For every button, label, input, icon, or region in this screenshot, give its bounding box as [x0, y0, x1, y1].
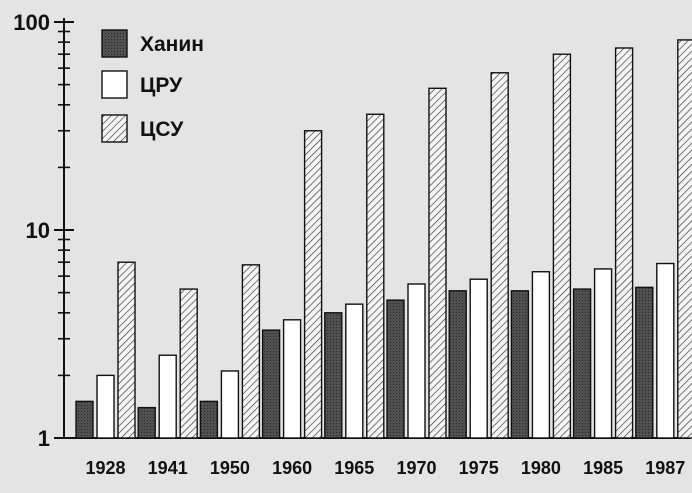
x-tick-label: 1950	[210, 458, 250, 478]
y-tick-label: 10	[26, 218, 50, 243]
bar-dark-1960	[261, 329, 281, 439]
bar-white-1987	[656, 262, 675, 439]
x-tick-label: 1970	[396, 458, 436, 478]
x-tick-label: 1980	[521, 458, 561, 478]
bar-dark-1965	[324, 312, 343, 439]
bar-white-1950	[220, 370, 240, 439]
bar-hatched-1985	[614, 47, 634, 439]
x-tick-label: 1975	[459, 458, 499, 478]
bar-white-1965	[345, 303, 364, 439]
legend: Ханин ЦРУ ЦСУ	[101, 29, 204, 143]
x-tick-label: 1960	[272, 458, 312, 478]
bar-hatched-1987	[677, 39, 692, 439]
bars-layer	[75, 39, 692, 439]
bar-dark-1970	[386, 299, 405, 439]
legend-swatch-white	[101, 70, 128, 99]
bar-white-1941	[158, 354, 177, 439]
bar-dark-1928	[75, 400, 94, 439]
bar-dark-1941	[137, 406, 156, 439]
x-tick-label: 1941	[148, 458, 188, 478]
y-tick-label: 100	[13, 10, 50, 35]
bar-hatched-1975	[490, 72, 509, 439]
bar-dark-1950	[199, 400, 219, 439]
bar-dark-1987	[635, 286, 654, 439]
bar-white-1970	[407, 283, 426, 439]
bar-dark-1985	[572, 288, 592, 439]
legend-swatch-dark	[101, 29, 128, 58]
x-tick-label: 1965	[334, 458, 374, 478]
bar-hatched-1960	[303, 130, 323, 439]
legend-label: ЦРУ	[140, 74, 183, 97]
x-tick-label: 1987	[645, 458, 685, 478]
bar-white-1980	[531, 271, 551, 439]
bar-hatched-1965	[366, 113, 385, 439]
x-tick-labels: 1928 1941 1950 1960 1965 1970 1975 1980 1985 1987	[85, 458, 685, 478]
legend-swatch-hatched	[101, 114, 128, 143]
bar-hatched-1928	[117, 261, 136, 439]
bar-dark-1975	[448, 290, 467, 439]
bar-hatched-1941	[179, 288, 198, 439]
bar-hatched-1950	[241, 264, 261, 439]
bar-white-1960	[282, 319, 302, 439]
x-tick-label: 1928	[85, 458, 125, 478]
bar-white-1985	[593, 268, 613, 439]
bar-hatched-1980	[552, 53, 572, 439]
y-tick-label: 1	[38, 426, 50, 451]
bar-white-1975	[469, 278, 488, 439]
legend-label: ЦСУ	[140, 118, 184, 141]
legend-label: Ханин	[140, 33, 204, 56]
bar-dark-1980	[510, 290, 530, 439]
bar-white-1928	[96, 374, 115, 439]
bar-hatched-1970	[428, 87, 447, 439]
x-tick-label: 1985	[583, 458, 623, 478]
